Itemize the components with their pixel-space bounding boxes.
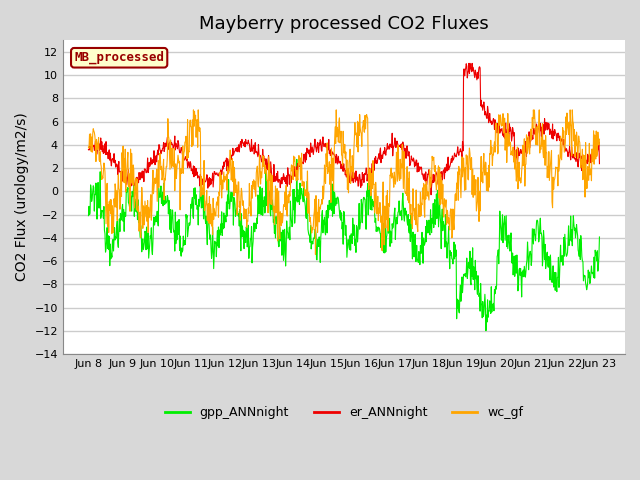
Y-axis label: CO2 Flux (urology/m2/s): CO2 Flux (urology/m2/s) [15, 113, 29, 281]
Legend: gpp_ANNnight, er_ANNnight, wc_gf: gpp_ANNnight, er_ANNnight, wc_gf [159, 401, 529, 424]
Text: MB_processed: MB_processed [74, 51, 164, 64]
Title: Mayberry processed CO2 Fluxes: Mayberry processed CO2 Fluxes [199, 15, 489, 33]
